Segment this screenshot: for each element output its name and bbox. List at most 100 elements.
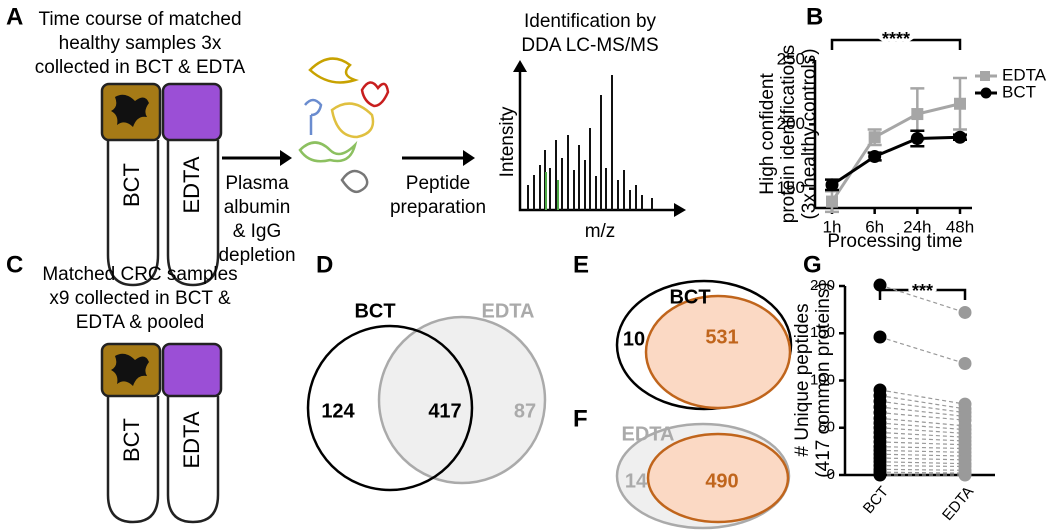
tube-body xyxy=(106,140,160,287)
venn-count: 87 xyxy=(514,400,536,422)
x-axis-label: Processing time xyxy=(827,231,962,252)
tube-cap xyxy=(161,342,223,398)
marker xyxy=(911,108,924,121)
pair-line xyxy=(879,336,966,365)
y-tick-label: 0 xyxy=(827,466,835,483)
dot xyxy=(873,468,887,482)
panel-label: F xyxy=(573,405,588,432)
venn-edta xyxy=(377,315,547,485)
venn-bct xyxy=(306,324,474,492)
pair-line xyxy=(879,436,966,442)
description: EDTA & pooled xyxy=(76,312,205,333)
step-text: depletion xyxy=(218,245,295,266)
y-tick-label: 150 xyxy=(777,178,805,197)
spectrum xyxy=(513,60,686,217)
tube-body xyxy=(166,140,220,287)
description: x9 collected in BCT & xyxy=(49,288,231,309)
y-axis-label: # Unique peptides xyxy=(792,303,813,456)
description: collected in BCT & EDTA xyxy=(35,57,246,78)
proteins xyxy=(298,57,390,194)
set-label: BCT xyxy=(354,300,395,322)
description: Matched CRC samples xyxy=(42,264,237,285)
pair-line xyxy=(879,449,966,453)
venn-count: 490 xyxy=(705,470,738,492)
venn-count: 124 xyxy=(321,400,355,422)
marker xyxy=(825,178,839,192)
step-text: Peptide xyxy=(406,173,470,194)
marker xyxy=(910,132,924,146)
pair-line xyxy=(879,422,966,431)
pair-line xyxy=(879,471,966,474)
legend-label: BCT xyxy=(1002,82,1036,101)
set-label: EDTA xyxy=(622,423,675,445)
panel-label: G xyxy=(803,251,822,278)
y-tick-label: 50 xyxy=(818,419,835,436)
legend-label: EDTA xyxy=(1002,65,1047,84)
x-tick-label: BCT xyxy=(860,483,892,517)
venn-inner xyxy=(646,432,790,524)
pair-line xyxy=(879,441,966,446)
y-tick-label: 200 xyxy=(810,277,835,294)
dot xyxy=(958,468,972,482)
pair-line xyxy=(879,284,966,314)
venn-count: 531 xyxy=(705,326,738,348)
ms-title: DDA LC-MS/MS xyxy=(521,35,658,56)
pair-line xyxy=(879,464,966,468)
tube-label: EDTA xyxy=(179,411,204,468)
pair-line xyxy=(879,400,966,414)
pair-line xyxy=(879,453,966,457)
set-label: BCT xyxy=(669,286,710,308)
ms-ylabel: Intensity xyxy=(497,106,518,177)
arrow xyxy=(402,150,475,166)
tubes: BCT EDTA xyxy=(100,82,223,287)
x-tick-label: 24h xyxy=(903,217,931,236)
dot xyxy=(958,305,972,319)
dot xyxy=(958,356,972,370)
venn-outer xyxy=(615,279,793,411)
y-tick-label: 100 xyxy=(810,371,835,388)
pair-line xyxy=(879,427,966,435)
venn-count: 14 xyxy=(625,470,648,492)
pair-line xyxy=(879,461,966,465)
tube-body xyxy=(106,396,160,524)
legend-marker xyxy=(980,71,990,81)
x-tick-label: 1h xyxy=(823,217,842,236)
marker xyxy=(953,130,967,144)
y-axis-label: (417 common proteins) xyxy=(813,282,834,477)
panel-label: E xyxy=(573,251,589,278)
x-tick-label: 6h xyxy=(865,217,884,236)
pair-line xyxy=(879,431,966,438)
description: Time course of matched xyxy=(38,9,241,30)
tube-body xyxy=(166,396,220,524)
set-label: EDTA xyxy=(482,300,535,322)
legend-marker xyxy=(980,87,992,99)
tube-label: BCT xyxy=(119,163,144,207)
pair-line xyxy=(879,406,966,418)
annotation: *** xyxy=(912,281,933,301)
marker xyxy=(868,131,881,144)
y-tick-label: 200 xyxy=(777,114,805,133)
clot xyxy=(111,353,149,386)
marker xyxy=(826,195,838,208)
description: healthy samples 3x xyxy=(59,33,222,54)
venn-count: 417 xyxy=(428,400,461,422)
series-line xyxy=(831,135,961,187)
step-text: preparation xyxy=(390,197,486,218)
step-text: & IgG xyxy=(233,221,282,242)
significance-bracket xyxy=(830,38,962,50)
marker xyxy=(954,97,966,110)
significance-bracket xyxy=(878,288,967,300)
pair-line xyxy=(879,446,966,450)
tube-label: BCT xyxy=(119,418,144,462)
pair-line xyxy=(879,468,966,471)
dot xyxy=(873,330,887,344)
clot xyxy=(111,94,149,127)
arrow xyxy=(222,150,292,166)
tubes: BCT EDTA xyxy=(100,342,223,524)
step-text: albumin xyxy=(224,197,291,218)
tube-label: EDTA xyxy=(179,156,204,213)
annotation: **** xyxy=(882,29,910,49)
pair-line xyxy=(879,412,966,421)
tube-cap xyxy=(161,82,223,142)
